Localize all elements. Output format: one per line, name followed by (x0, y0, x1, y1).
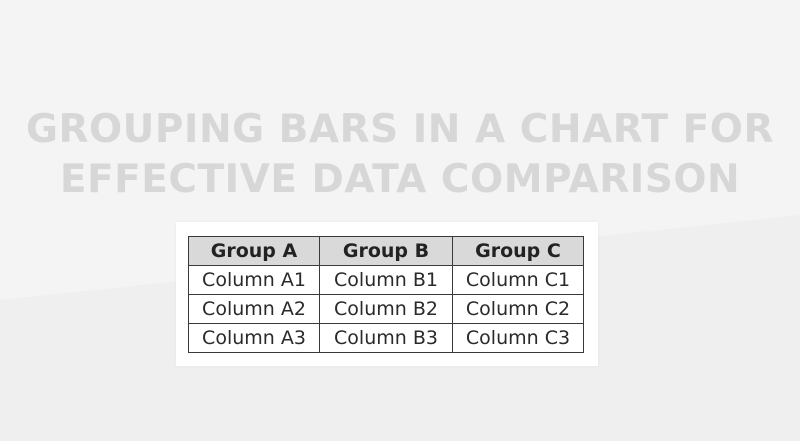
table-cell: Column C3 (452, 323, 584, 353)
data-table: Group A Group B Group C Column A1 Column… (188, 236, 584, 353)
header-group-c: Group C (452, 236, 584, 266)
table-card: Group A Group B Group C Column A1 Column… (176, 222, 598, 366)
table-cell: Column B1 (319, 265, 453, 295)
table-cell: Column C2 (452, 294, 584, 324)
table-row: Column A1 Column B1 Column C1 (188, 265, 584, 295)
table-row: Column A2 Column B2 Column C2 (188, 294, 584, 324)
table-cell: Column B3 (319, 323, 453, 353)
header-group-a: Group A (188, 236, 320, 266)
table-cell: Column A1 (188, 265, 320, 295)
page-title: GROUPING BARS IN A CHART FOR EFFECTIVE D… (0, 105, 800, 205)
table-cell: Column A3 (188, 323, 320, 353)
table-cell: Column C1 (452, 265, 584, 295)
title-line-1: GROUPING BARS IN A CHART FOR (25, 107, 774, 153)
table-cell: Column A2 (188, 294, 320, 324)
title-line-2: EFFECTIVE DATA COMPARISON (59, 157, 741, 203)
table-cell: Column B2 (319, 294, 453, 324)
table-header-row: Group A Group B Group C (188, 236, 584, 266)
header-group-b: Group B (319, 236, 453, 266)
table-row: Column A3 Column B3 Column C3 (188, 323, 584, 353)
